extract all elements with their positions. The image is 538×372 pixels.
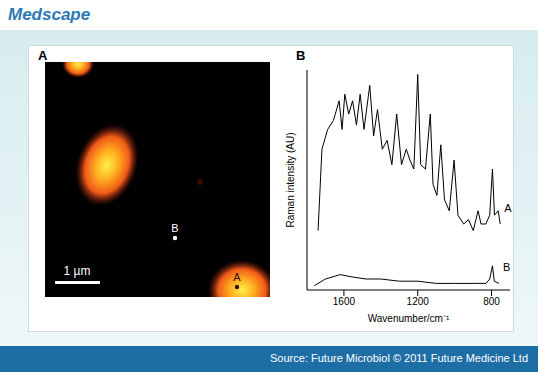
svg-text:1 µm: 1 µm	[64, 264, 91, 278]
svg-text:A: A	[38, 48, 48, 63]
html-text:Medscape: Medscape	[8, 5, 91, 24]
svg-text:1200: 1200	[407, 296, 430, 307]
svg-text:A: A	[233, 271, 241, 283]
svg-text:800: 800	[483, 296, 500, 307]
svg-text:Wavenumber/cm⁻¹: Wavenumber/cm⁻¹	[368, 313, 450, 324]
svg-text:1600: 1600	[333, 296, 356, 307]
svg-text:A: A	[504, 202, 512, 214]
html-text:Source: Future Microbiol © 201: Source: Future Microbiol © 2011 Future M…	[270, 352, 528, 364]
svg-text:Raman intensity (AU): Raman intensity (AU)	[285, 132, 296, 227]
svg-text:B: B	[171, 222, 178, 234]
svg-text:B: B	[503, 261, 510, 273]
svg-text:B: B	[296, 48, 305, 63]
